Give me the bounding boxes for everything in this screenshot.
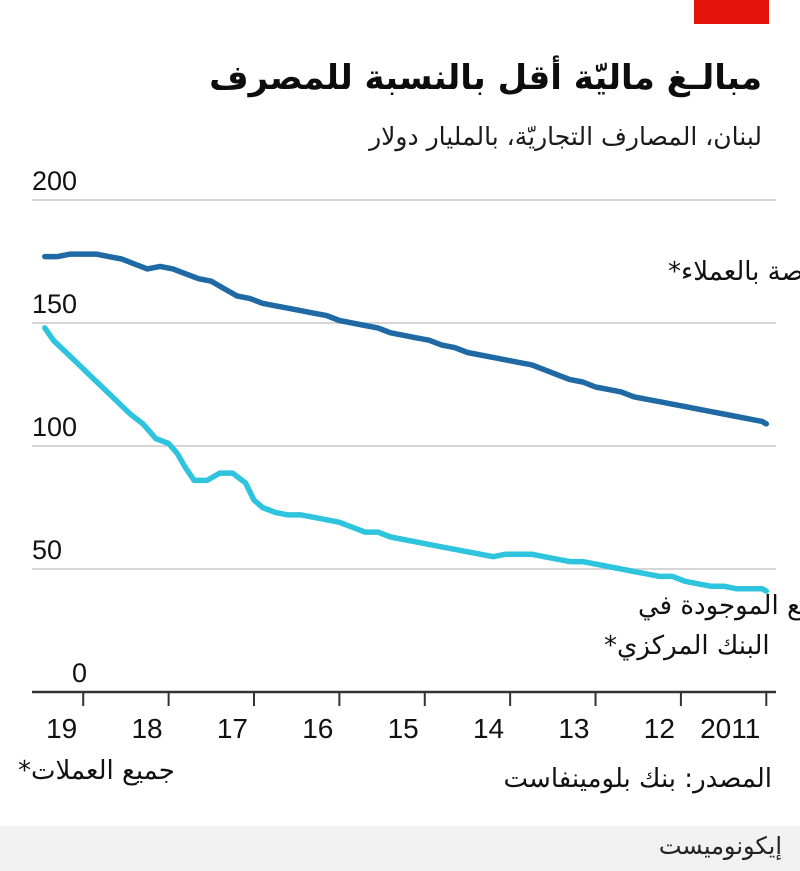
chart-card: مبالـغ ماليّة أقل بالنسبة للمصرف لبنان، … — [18, 0, 800, 794]
chart-title: مبالـغ ماليّة أقل بالنسبة للمصرف — [209, 58, 762, 98]
x-tick-label-19: 19 — [46, 713, 77, 744]
x-tick-label-13: 13 — [558, 713, 589, 744]
footnote: جميع العملات* — [18, 756, 175, 786]
x-axis: 2011 12 13 14 15 16 17 18 19 — [32, 690, 776, 744]
y-tick-label-150: 150 — [32, 289, 77, 319]
x-tick-label-17: 17 — [217, 713, 248, 744]
source-note: المصدر: بنك بلومينفاست — [503, 764, 773, 794]
y-tick-label-200: 200 — [32, 166, 77, 196]
brand-red-tag — [694, 0, 769, 24]
x-tick-label-15: 15 — [388, 713, 419, 744]
x-tick-label-2011: 2011 — [700, 713, 760, 744]
series-label-central-bank-line2: البنك المركزي* — [604, 631, 770, 661]
y-tick-label-0: 0 — [72, 658, 87, 688]
series-label-customer-deposits: الودائع الخاصة بالعملاء* — [668, 257, 800, 287]
footer-strip — [0, 826, 800, 871]
series-line-customer-deposits — [42, 251, 770, 427]
y-tick-label-50: 50 — [32, 535, 62, 565]
x-tick-label-16: 16 — [302, 713, 333, 744]
series-label-central-bank-line1: الودائع الموجودة في — [638, 591, 800, 621]
line-chart: 0 50 100 150 200 2011 12 13 14 15 16 17 18 19 الودائ… — [32, 166, 800, 744]
gridlines — [32, 199, 776, 570]
x-tick-label-14: 14 — [473, 713, 504, 744]
x-tick-label-18: 18 — [131, 713, 162, 744]
series — [42, 251, 770, 594]
x-tick-label-12: 12 — [644, 713, 675, 744]
publisher-credit: إيكونوميست — [658, 832, 782, 860]
y-axis-ticks: 0 50 100 150 200 — [32, 166, 87, 688]
series-line-central-bank-deposits — [42, 325, 770, 594]
series-labels: الودائع الخاصة بالعملاء* الودائع الموجود… — [604, 257, 800, 661]
y-tick-label-100: 100 — [32, 412, 77, 442]
chart-subtitle: لبنان، المصارف التجاريّة، بالمليار دولار — [369, 122, 762, 151]
